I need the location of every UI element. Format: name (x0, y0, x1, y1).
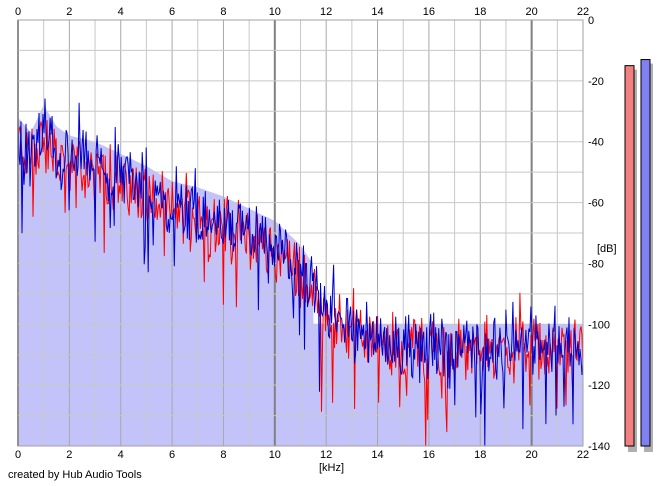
y-tick-label: -100 (588, 319, 610, 331)
x-tick-label-bottom: 14 (371, 449, 383, 461)
x-tick-label-top: 6 (169, 6, 175, 18)
x-tick-label-top: 14 (371, 6, 383, 18)
x-tick-label-top: 8 (220, 6, 226, 18)
x-axis-label: [kHz] (319, 462, 344, 474)
y-tick-label: -20 (588, 76, 604, 88)
series-line-right (17, 98, 584, 447)
x-tick-label-bottom: 12 (320, 449, 332, 461)
x-tick-label-bottom: 20 (526, 449, 538, 461)
x-tick-label-top: 18 (474, 6, 486, 18)
level-meters (624, 59, 653, 453)
plot-border (17, 19, 584, 447)
y-axis-label: [dB] (597, 243, 617, 255)
footer-credit: created by Hub Audio Tools (8, 469, 142, 481)
y-tick-label: -40 (588, 137, 604, 149)
x-tick-label-top: 20 (526, 6, 538, 18)
y-tick-label: -140 (588, 441, 610, 453)
x-tick-label-bottom: 16 (423, 449, 435, 461)
y-tick-label: 0 (588, 15, 594, 27)
y-tick-labels: 0 -20 -40 -60 -80 -100 -120 -140 (588, 15, 610, 453)
y-tick-label: -120 (588, 380, 610, 392)
x-tick-label-bottom: 18 (474, 449, 486, 461)
x-tick-labels-top: 0 2 4 6 8 10 12 14 16 18 20 22 (15, 6, 589, 18)
x-tick-label-bottom: 10 (269, 449, 281, 461)
x-tick-label-bottom: 0 (15, 449, 21, 461)
x-tick-label-top: 2 (66, 6, 72, 18)
y-tick-label: -80 (588, 258, 604, 270)
x-tick-label-bottom: 2 (66, 449, 72, 461)
x-tick-label-top: 12 (320, 6, 332, 18)
x-tick-label-top: 22 (577, 6, 589, 18)
x-tick-label-top: 4 (118, 6, 124, 18)
x-tick-label-top: 0 (15, 6, 21, 18)
meter-bar-right (640, 59, 651, 447)
meter-bar-left (624, 65, 635, 447)
x-tick-label-top: 16 (423, 6, 435, 18)
y-tick-label: -60 (588, 198, 604, 210)
x-tick-label-bottom: 4 (118, 449, 124, 461)
x-tick-label-bottom: 8 (220, 449, 226, 461)
x-tick-label-top: 10 (269, 6, 281, 18)
x-tick-labels-bottom: 0 2 4 6 8 10 12 14 16 18 20 22 (15, 449, 589, 461)
x-tick-label-bottom: 6 (169, 449, 175, 461)
x-tick-label-bottom: 22 (577, 449, 589, 461)
